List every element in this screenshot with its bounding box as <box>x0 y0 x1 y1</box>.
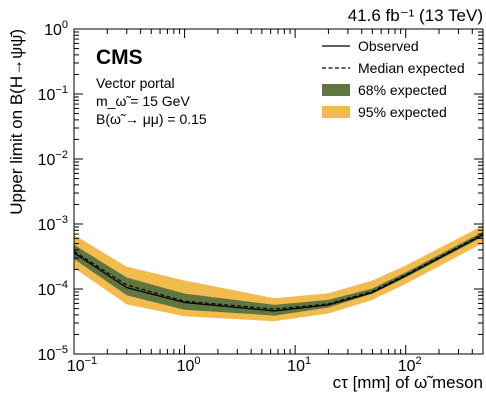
y-tick-label: 10−5 <box>38 344 68 364</box>
y-tick-label: 100 <box>44 19 68 39</box>
annotation-mass: m_ω̃ = 15 GeV <box>96 93 190 109</box>
y-tick-label: 10−1 <box>38 84 68 104</box>
axis-ticks: 10−1 100 101 102 10−5 10−4 10−3 10−2 10−1 100 <box>38 19 484 375</box>
legend-label: Median expected <box>358 60 465 76</box>
legend-swatch-band95 <box>322 106 350 118</box>
x-tick-label: 10−1 <box>67 355 97 375</box>
legend-swatch-band68 <box>322 84 350 96</box>
experiment-label: CMS <box>96 46 143 69</box>
x-tick-label: 101 <box>287 355 311 375</box>
x-axis-label: cτ [mm] of ω̃ meson <box>333 373 483 392</box>
luminosity-label: 41.6 fb⁻¹ (13 TeV) <box>348 6 483 25</box>
legend-label: 95% expected <box>358 104 447 120</box>
y-axis-label: Upper limit on B(H→ψψ̄) <box>7 29 26 215</box>
y-tick-label: 10−2 <box>38 149 68 169</box>
y-tick-label: 10−3 <box>38 214 68 234</box>
median-expected-line <box>73 233 484 310</box>
plot-area <box>73 225 484 322</box>
legend-label: Observed <box>358 38 419 54</box>
legend-label: 68% expected <box>358 82 447 98</box>
annotation-branching: B(ω̃ → μμ) = 0.15 <box>96 111 207 127</box>
x-tick-label: 100 <box>177 355 201 375</box>
y-tick-label: 10−4 <box>38 279 68 299</box>
legend: Observed Median expected 68% expected 95% e… <box>322 38 465 120</box>
x-tick-label: 102 <box>398 355 422 375</box>
observed-line <box>73 234 484 312</box>
annotation-portal: Vector portal <box>96 75 175 91</box>
band-68-expected <box>74 231 483 316</box>
